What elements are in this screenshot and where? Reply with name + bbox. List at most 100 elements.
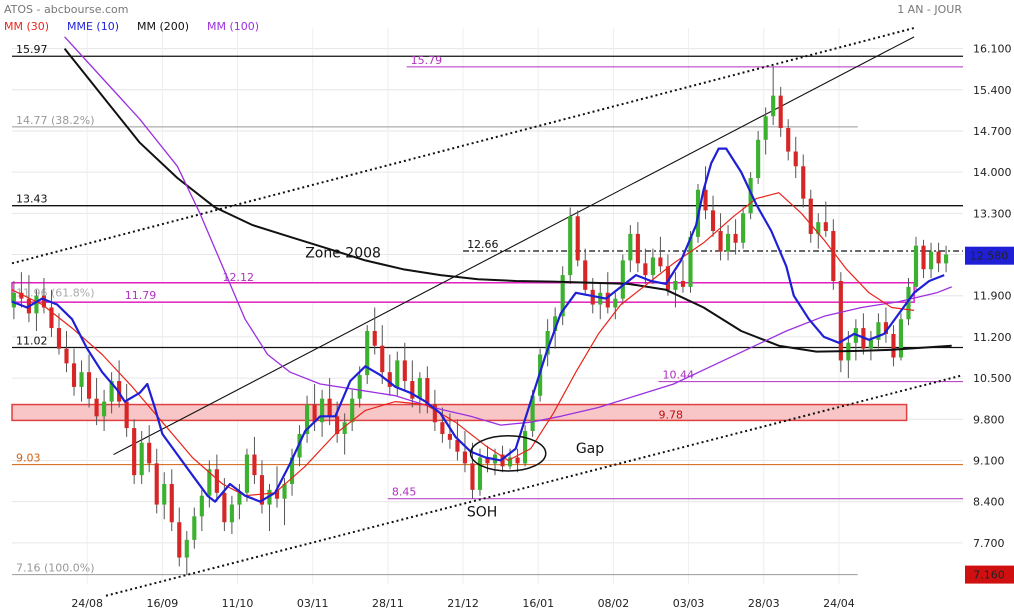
candle-body [778,95,783,129]
candle-body [102,401,107,417]
candle-body [786,128,791,152]
candle-body [402,360,407,382]
candle-body [335,416,340,434]
x-tick-label: 11/10 [222,597,254,610]
candle-body [477,457,483,490]
candle-body [417,378,422,399]
candle-body [222,492,227,523]
candles [11,66,949,575]
candle-body [733,233,738,243]
x-tick-label: 24/08 [71,597,103,610]
candle-body [658,257,663,267]
candle-body [71,363,77,387]
candle-body [169,483,174,523]
level-label: 14.77 (38.2%) [16,114,95,127]
price-tag-label: 7.160 [973,569,1005,582]
candle-body [936,251,941,264]
candle-body [921,245,926,270]
price-tag [965,565,1014,584]
candle-body [395,360,400,387]
candle-body [726,233,731,252]
candle-body [620,260,625,299]
series-line [11,147,945,503]
candle-body [274,489,280,499]
chart-period: 1 AN - JOUR [897,3,962,16]
candle-body [718,230,723,252]
candle-body [372,331,377,346]
candle-body [643,263,648,276]
zone-label-top: 12.12 [222,271,254,284]
level-label: 15.79 [411,54,443,67]
candle-body [613,298,618,308]
candle-body [868,339,873,349]
candle-body [545,331,550,355]
price-tag-label: 12.580 [970,250,1009,263]
candle-body [553,316,558,332]
candle-body [86,372,92,399]
x-tick-label: 21/12 [447,597,479,610]
candle-body [447,433,452,440]
candle-body [816,222,821,234]
legend-item: MM (200) [137,20,189,33]
y-tick-label: 9.800 [973,413,1005,426]
candle-body [252,454,257,476]
annotation: Gap [576,441,604,457]
annotations: Zone 2008 Gap SOH [305,245,604,520]
candle-body [763,116,768,140]
candle-body [320,398,325,423]
candle-body [440,422,445,434]
candle-body [312,404,317,423]
y-tick-label: 14.700 [973,125,1012,138]
level-label: 9.03 [16,452,41,465]
candle-body [132,428,137,476]
candle-body [64,348,69,364]
candle-body [94,398,99,417]
candle-body [583,260,588,290]
candle-body [928,251,934,270]
candle-body [327,398,332,417]
candle-body [455,439,460,452]
candle-body [305,404,310,434]
x-tick-label: 03/11 [297,597,329,610]
candle-body [139,442,144,476]
candle-body [56,328,62,349]
candle-body [748,178,753,214]
candle-body [387,372,392,387]
candle-body [485,457,490,464]
candle-body [808,198,813,234]
candle-body [801,166,806,199]
candle-body [703,189,708,211]
candle-body [906,286,911,320]
candle-body [741,213,746,243]
candle-body [756,139,761,179]
level-label: 15.97 [16,43,48,56]
candle-body [177,522,182,558]
candle-body [650,257,655,276]
candle-body [515,457,520,464]
candle-body [793,151,798,167]
candle-body [244,454,249,493]
candle-body [470,463,475,490]
candle-body [688,236,693,287]
y-tick-label: 7.700 [973,537,1005,550]
candle-body [944,254,949,264]
candle-body [380,345,385,373]
candle-body [365,331,370,376]
candle-body [410,381,415,399]
candle-body [124,401,129,429]
annotation: Zone 2008 [305,245,381,261]
y-tick-label: 16.100 [973,43,1012,56]
gap-ellipse [469,434,547,472]
price-tag [965,246,1014,265]
candle-body [883,322,889,334]
x-tick-label: 03/03 [673,597,705,610]
candle-body [628,233,633,261]
legend-item: MM (100) [207,20,259,33]
candle-body [665,266,670,290]
candle-body [507,457,513,467]
candle-body [357,375,362,399]
candle-body [605,292,610,308]
candle-body [673,280,678,290]
x-tick-label: 24/04 [823,597,855,610]
